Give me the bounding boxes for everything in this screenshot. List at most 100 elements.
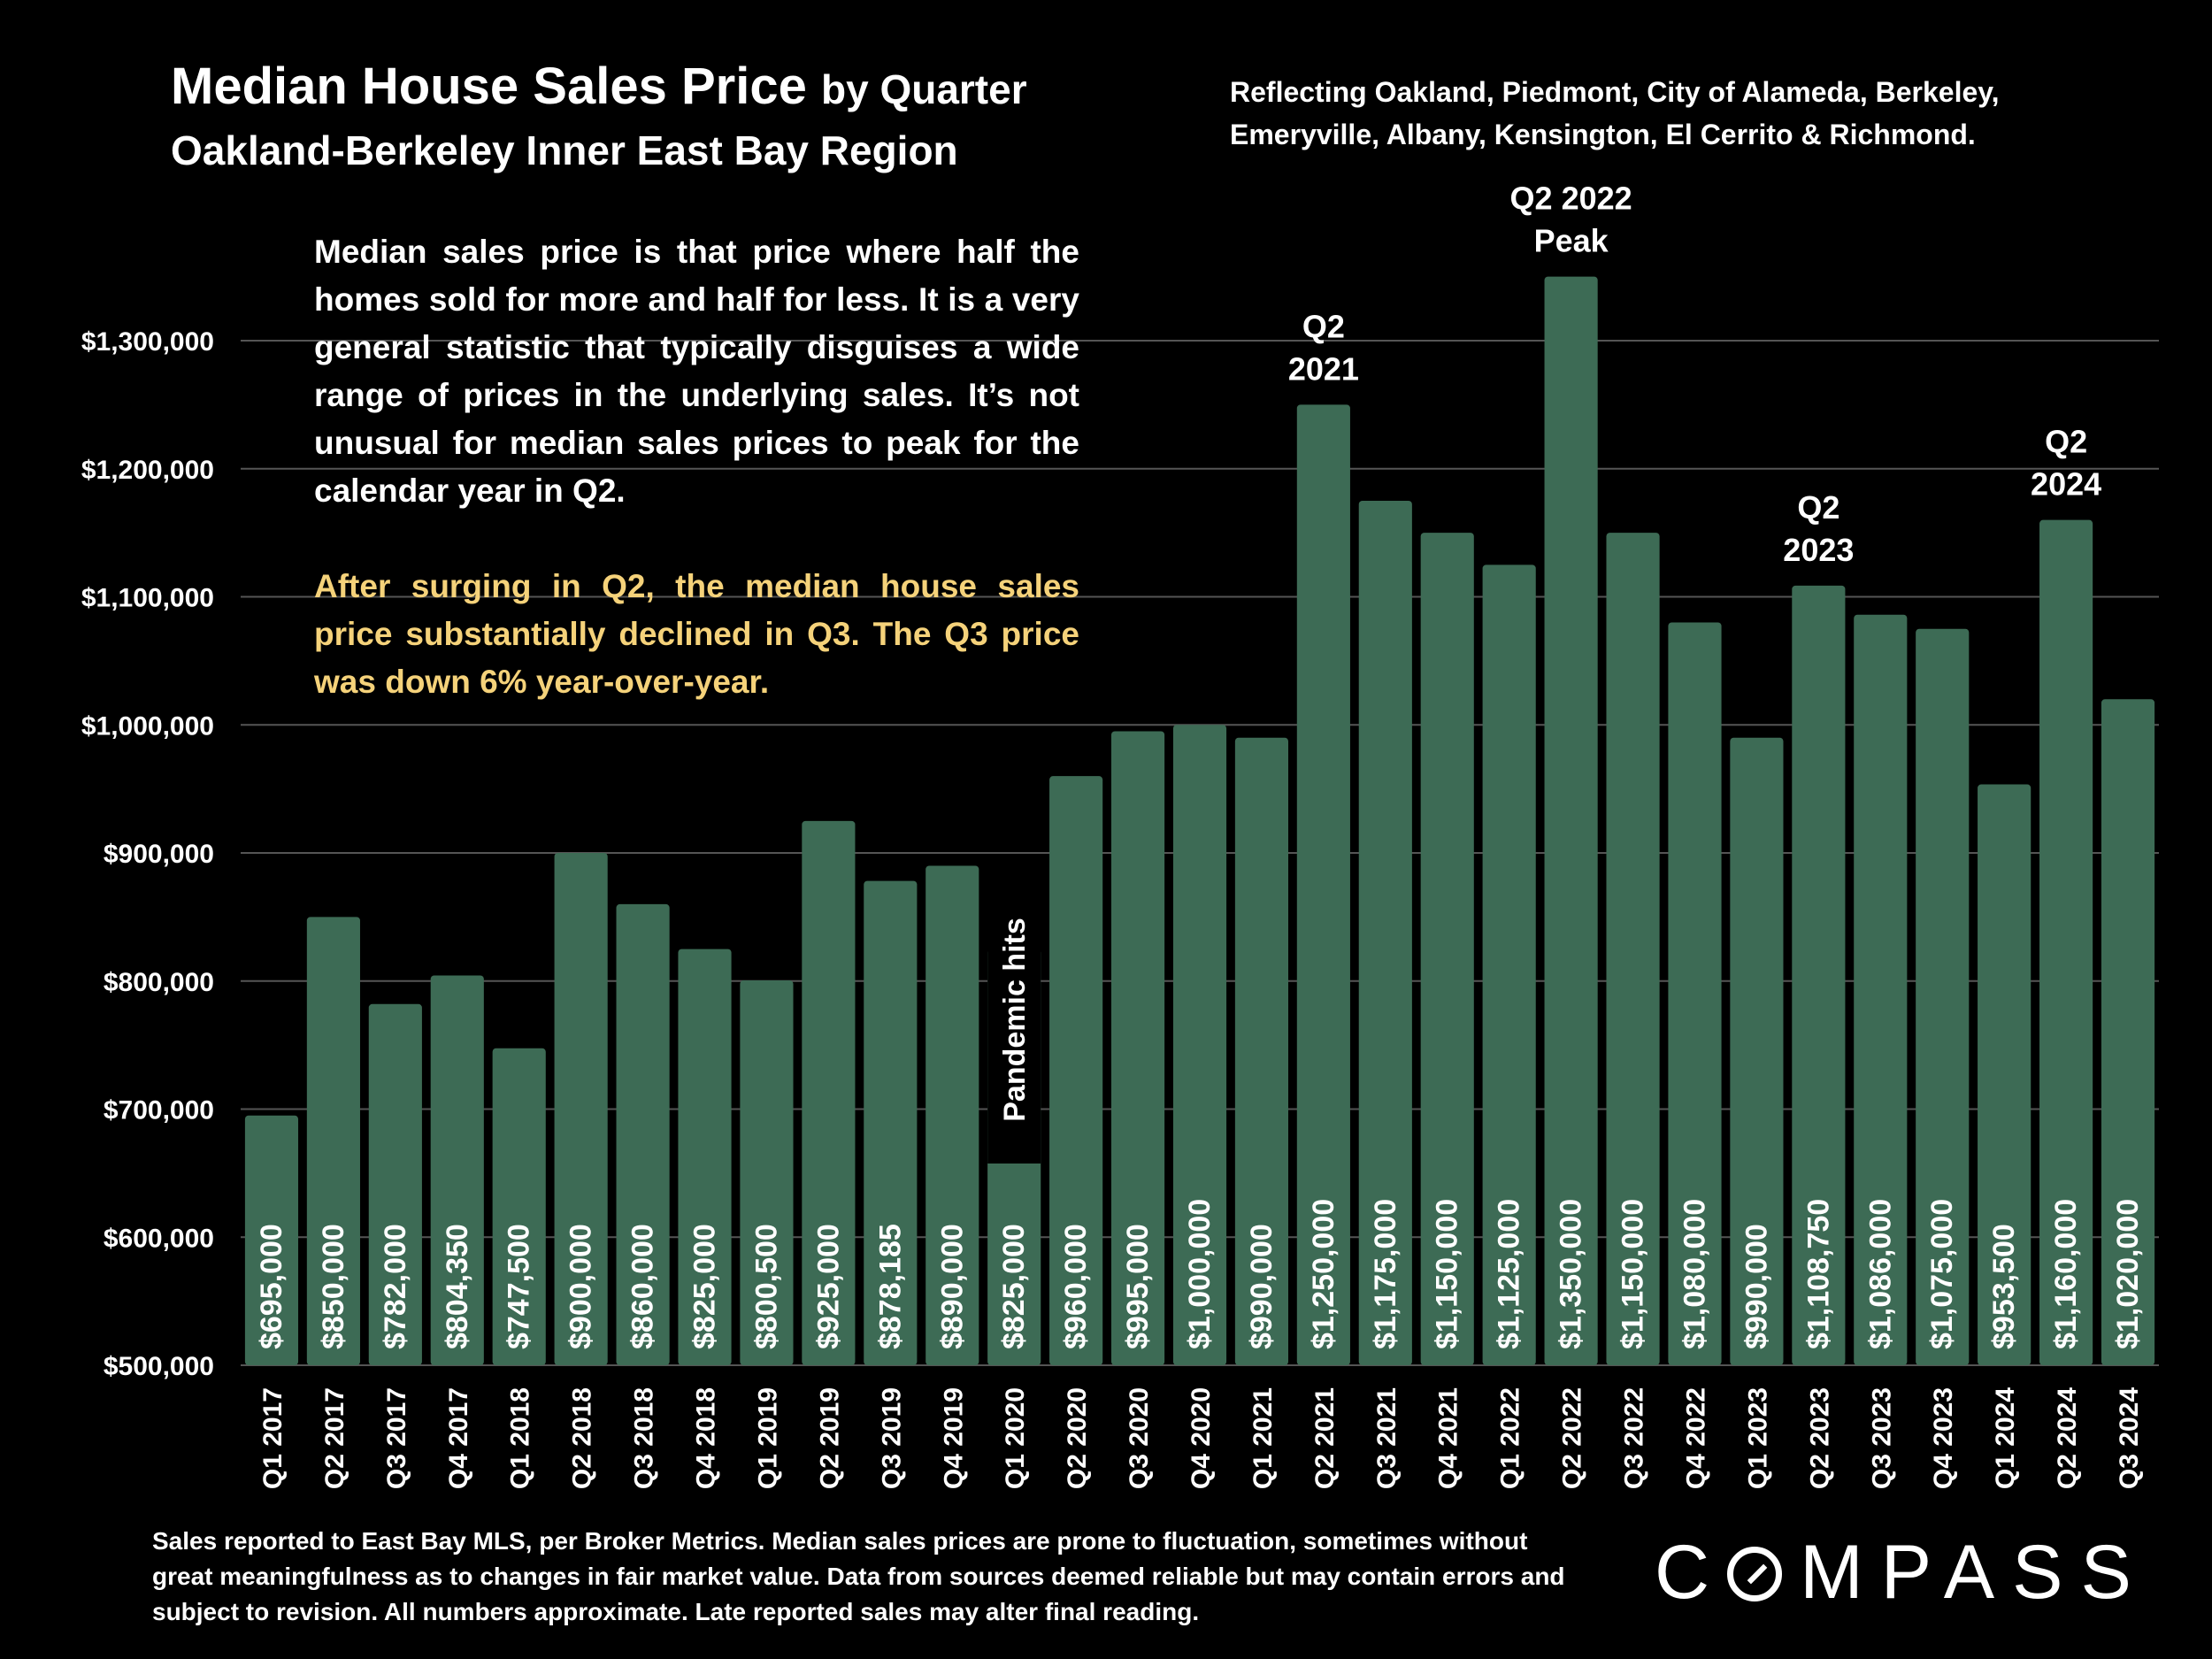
x-tick-label: Q2 2021 [1310, 1387, 1340, 1489]
bar-value-label: $860,000 [626, 1224, 660, 1349]
x-tick-label: Q2 2019 [815, 1387, 844, 1489]
peak-annotation: Q2 [1302, 308, 1345, 344]
x-tick-label: Q3 2024 [2115, 1387, 2144, 1489]
bar [740, 980, 794, 1365]
bar-value-label: $1,125,000 [1493, 1199, 1526, 1349]
x-tick-label: Q1 2022 [1496, 1387, 1525, 1489]
x-tick-label: Q2 2024 [2053, 1387, 2082, 1489]
bar-value-label: $747,500 [503, 1224, 536, 1349]
peak-annotation: Q2 [1797, 489, 1839, 526]
x-tick-label: Q2 2022 [1558, 1387, 1587, 1489]
bar [2039, 519, 2093, 1365]
x-tick-label: Q1 2024 [1991, 1387, 2020, 1489]
compass-o-icon [1727, 1547, 1783, 1601]
chart-title: Median House Sales Price by Quarter [171, 55, 1027, 121]
bar-value-label: $800,500 [749, 1224, 783, 1349]
x-tick-label: Q3 2023 [1867, 1387, 1896, 1489]
bar-value-label: $953,500 [1987, 1224, 2021, 1349]
x-tick-label: Q1 2020 [1001, 1387, 1030, 1489]
peak-annotation: Peak [1534, 223, 1609, 259]
peak-annotation: Q2 [2045, 424, 2087, 460]
bar-value-label: $1,020,000 [2111, 1199, 2145, 1349]
bar-value-label: $990,000 [1740, 1224, 1773, 1349]
x-tick-label: Q1 2021 [1248, 1387, 1278, 1489]
x-tick-label: Q1 2017 [258, 1387, 288, 1489]
bar [1730, 737, 1784, 1365]
bar-value-label: $890,000 [935, 1224, 969, 1349]
logo-letter-c: C [1655, 1530, 1728, 1615]
bar [1854, 614, 1908, 1365]
peak-annotation: 2024 [2031, 466, 2101, 503]
bar-value-label: $782,000 [379, 1224, 412, 1349]
x-tick-label: Q2 2018 [568, 1387, 597, 1489]
x-tick-label: Q1 2018 [506, 1387, 535, 1489]
x-tick-label: Q2 2017 [320, 1387, 349, 1489]
chart-title-suffix: by Quarter [820, 66, 1027, 112]
bar [306, 917, 360, 1365]
bar [1668, 622, 1722, 1365]
chart-subtitle: Oakland-Berkeley Inner East Bay Region [171, 127, 958, 173]
y-tick-label: $1,300,000 [81, 327, 214, 357]
logo-letters-rest: MPASS [1800, 1530, 2149, 1615]
bar-value-label: $1,160,000 [2049, 1199, 2083, 1349]
bar [1420, 533, 1474, 1365]
bar [1234, 737, 1289, 1365]
x-tick-label: Q4 2023 [1929, 1387, 1958, 1489]
region-note: Reflecting Oakland, Piedmont, City of Al… [1230, 76, 2000, 150]
bar [1358, 500, 1412, 1365]
bar-value-label: $1,080,000 [1678, 1199, 1711, 1349]
pandemic-callout-box [987, 876, 1041, 1164]
bar-value-label: $995,000 [1121, 1224, 1155, 1349]
x-tick-label: Q1 2023 [1743, 1387, 1772, 1489]
y-tick-label: $1,200,000 [81, 456, 214, 485]
x-tick-label: Q3 2017 [382, 1387, 411, 1489]
pandemic-annotation: Pandemic hits [998, 918, 1032, 1122]
bar [616, 903, 670, 1365]
bar-value-label: $1,000,000 [1183, 1199, 1217, 1349]
bar [678, 949, 732, 1365]
bar [1110, 731, 1165, 1365]
highlight-note: After surging in Q2, the median house sa… [314, 568, 1079, 700]
bar-value-label: $1,108,750 [1801, 1199, 1835, 1349]
y-tick-label: $700,000 [104, 1096, 214, 1125]
bar-value-label: $1,086,000 [1863, 1199, 1897, 1349]
bar-value-label: $990,000 [1245, 1224, 1279, 1349]
x-tick-label: Q2 2020 [1063, 1387, 1092, 1489]
x-tick-label: Q4 2021 [1434, 1387, 1463, 1489]
bar-value-label: $1,175,000 [1369, 1199, 1402, 1349]
compass-logo: C MPASS [1655, 1529, 2149, 1617]
bar [554, 853, 608, 1365]
bar-value-label: $1,075,000 [1925, 1199, 1959, 1349]
bar [1544, 276, 1598, 1365]
chart-title-main: Median House Sales Price [171, 58, 807, 115]
y-tick-label: $1,100,000 [81, 584, 214, 613]
bar [1049, 776, 1103, 1365]
bar-value-label: $900,000 [565, 1224, 598, 1349]
peak-annotation: 2023 [1783, 532, 1854, 568]
y-tick-label: $600,000 [104, 1224, 214, 1253]
x-tick-label: Q1 2019 [753, 1387, 782, 1489]
bar-value-label: $960,000 [1059, 1224, 1093, 1349]
bar [368, 1003, 422, 1365]
bar-value-label: $695,000 [255, 1224, 288, 1349]
bar [244, 1115, 299, 1365]
y-tick-label: $500,000 [104, 1352, 214, 1381]
bar-value-label: $1,150,000 [1617, 1199, 1650, 1349]
bar-value-label: $1,150,000 [1431, 1199, 1464, 1349]
x-tick-label: Q3 2021 [1372, 1387, 1402, 1489]
bar [1978, 784, 2032, 1365]
peak-annotation: Q2 2022 [1510, 180, 1632, 217]
x-tick-label: Q2 2023 [1805, 1387, 1834, 1489]
x-tick-label: Q3 2020 [1125, 1387, 1154, 1489]
x-tick-label: Q4 2022 [1681, 1387, 1710, 1489]
bar-value-label: $825,000 [997, 1224, 1031, 1349]
y-tick-label: $800,000 [104, 968, 214, 997]
peak-annotation: 2021 [1288, 350, 1359, 387]
bar [430, 975, 484, 1365]
bar [1296, 404, 1350, 1365]
y-tick-label: $900,000 [104, 840, 214, 869]
bar-value-label: $1,250,000 [1307, 1199, 1340, 1349]
x-tick-label: Q4 2018 [692, 1387, 721, 1489]
bar-value-label: $878,185 [873, 1224, 907, 1349]
footer-disclaimer: Sales reported to East Bay MLS, per Brok… [152, 1527, 1565, 1625]
